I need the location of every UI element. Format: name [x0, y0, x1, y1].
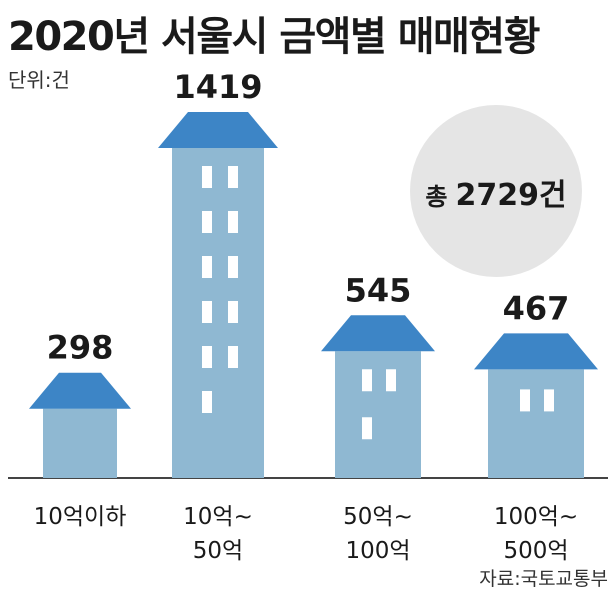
category-label-1: 10억~ 50억: [183, 504, 253, 564]
bar-wall-2: [335, 351, 421, 478]
category-label-2-line-1: 100억: [345, 538, 410, 564]
value-label-1: 1419: [173, 68, 262, 106]
value-label-3: 467: [503, 289, 570, 327]
category-label-3-line-1: 500억: [503, 538, 568, 564]
bar-wall-0: [43, 408, 117, 478]
source-label: 자료:국토교통부: [479, 568, 608, 590]
category-label-0-line-0: 10억이하: [34, 504, 127, 530]
unit-label: 단위:건: [8, 68, 70, 92]
category-label-3-line-0: 100억~: [494, 504, 578, 530]
bar-roof-0: [29, 372, 131, 409]
window-1-4-0: [202, 346, 212, 368]
window-1-2-1: [228, 256, 238, 278]
total-summary: 총 2729건: [410, 170, 582, 214]
category-label-1-line-1: 50억: [193, 538, 243, 564]
category-label-0: 10억이하: [34, 504, 127, 530]
window-1-0-0: [202, 166, 212, 188]
window-2-1-0: [362, 417, 372, 440]
category-label-2-line-0: 50억~: [343, 504, 413, 530]
window-1-4-1: [228, 346, 238, 368]
window-1-1-1: [228, 211, 238, 233]
bar-wall-1: [172, 148, 264, 478]
window-1-2-0: [202, 256, 212, 278]
total-circle: [410, 105, 582, 277]
window-3-0-1: [544, 389, 554, 412]
window-1-1-0: [202, 211, 212, 233]
bar-roof-1: [158, 112, 278, 148]
window-2-0-1: [386, 369, 396, 392]
window-1-0-1: [228, 166, 238, 188]
chart-title: 2020년 서울시 금액별 매매현황: [8, 14, 540, 60]
category-label-2: 50억~ 100억: [343, 504, 413, 564]
bar-wall-3: [488, 369, 584, 478]
window-1-3-0: [202, 301, 212, 323]
category-label-1-line-0: 10억~: [183, 504, 253, 530]
window-3-0-0: [520, 389, 530, 412]
bar-roof-3: [474, 333, 598, 370]
value-label-2: 545: [345, 271, 412, 309]
window-1-5-0: [202, 391, 212, 413]
bar-roof-2: [321, 315, 435, 352]
value-label-0: 298: [47, 329, 114, 367]
total-prefix: 총: [425, 183, 448, 211]
category-label-3: 100억~ 500억: [494, 504, 578, 564]
window-1-3-1: [228, 301, 238, 323]
window-2-0-0: [362, 369, 372, 392]
total-value: 2729건: [455, 178, 567, 213]
